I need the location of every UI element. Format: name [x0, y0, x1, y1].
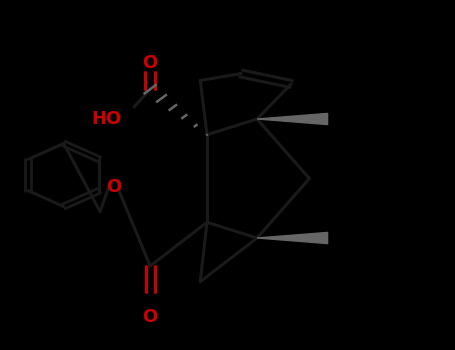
Text: HO: HO [92, 110, 122, 128]
Polygon shape [257, 113, 328, 125]
Text: O: O [142, 54, 158, 72]
Polygon shape [257, 232, 328, 244]
Text: O: O [142, 308, 158, 326]
Text: O: O [106, 178, 121, 196]
